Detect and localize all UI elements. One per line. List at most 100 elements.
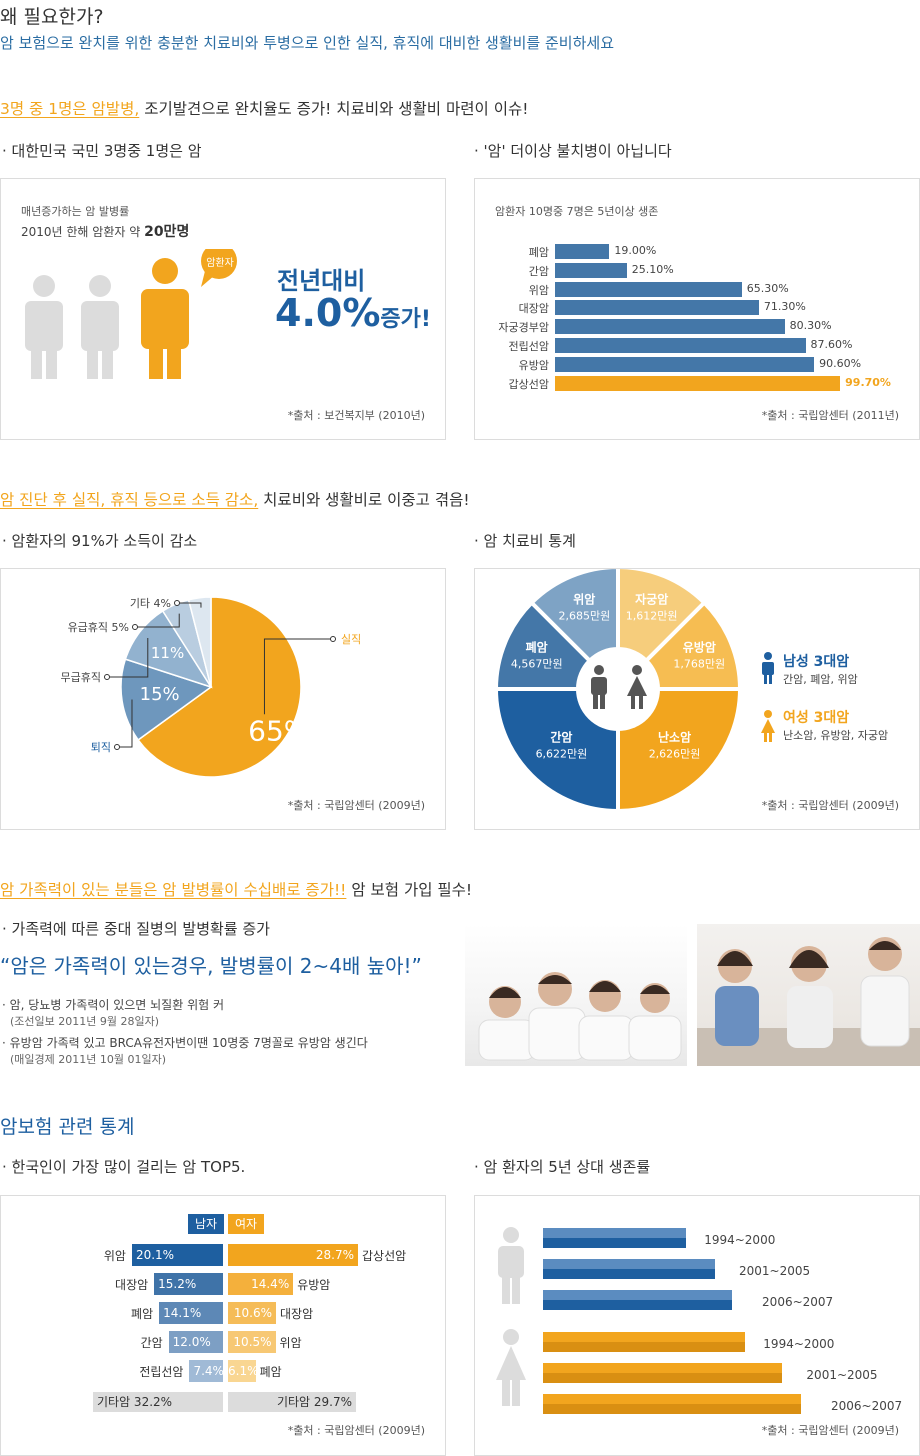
top5-male-bar: 14.1%	[159, 1302, 223, 1324]
survival-period-label: 2001~2005	[739, 1264, 811, 1278]
top5-female-bar: 10.6%	[228, 1302, 276, 1324]
income-source: *출처 : 국립암센터 (2009년)	[287, 799, 425, 812]
cost-segment-name: 유방암	[683, 639, 716, 654]
cost-segment-value: 2,685만원	[558, 610, 610, 623]
top5-bar-chart: 위암 20.1% 대장암 15.2% 폐암 14.1% 간암 12.0% 전립선암 7.4% 28.…	[1, 1196, 447, 1426]
section2-right-bullet: · 암 치료비 통계	[474, 532, 576, 550]
income-legend-label: 퇴직	[91, 741, 111, 754]
top5-female-bar: 10.5%	[228, 1331, 276, 1353]
top5-bullet: · 한국인이 가장 많이 걸리는 암 TOP5.	[2, 1158, 246, 1176]
female-other-bar: 기타암 29.7%	[228, 1392, 356, 1412]
female-survival-bar	[543, 1332, 746, 1352]
patient-person-icon	[141, 258, 189, 379]
incidence-caption-text: 2010년 한해 암환자 약	[21, 225, 145, 239]
income-callout-dot	[330, 636, 336, 642]
incidence-panel: 매년증가하는 암 발병률 2010년 한해 암환자 약 20만명 암환자 전년대…	[0, 178, 446, 440]
income-callout-line	[117, 699, 133, 748]
income-panel: 65% 15% 11% 실직 퇴직 무급휴직 유급휴직 5% 기타 4% *출처 : 국립암센…	[0, 568, 446, 830]
page-title: 왜 필요한가?	[0, 6, 104, 28]
five-year-bullet: · 암 환자의 5년 상대 생존률	[474, 1158, 651, 1176]
cost-segment-name: 간암	[550, 730, 572, 745]
survival-value-label: 90.60%	[819, 356, 862, 370]
section2-heading: 암 진단 후 실직, 휴직 등으로 소득 감소, 치료비와 생활비로 이중고 겪…	[0, 488, 470, 510]
cost-segment-value: 4,567만원	[511, 657, 563, 670]
section3-highlight: 암 가족력이 있는 분들은 암 발병률이 수십배로 증가!!	[0, 881, 347, 899]
survival-value-label: 25.10%	[631, 262, 674, 276]
five-year-bar-chart: 1994~2000 2001~2005 2006~2007 1994~2000 2001…	[475, 1196, 920, 1426]
survival-period-label: 1994~2000	[763, 1337, 835, 1351]
incidence-caption: 매년증가하는 암 발병률	[21, 205, 130, 218]
survival-bar	[555, 281, 742, 297]
income-callout-line	[177, 602, 202, 608]
cost-segment-value: 6,622만원	[536, 748, 588, 761]
survival-period-label: 2001~2005	[806, 1368, 878, 1382]
top5-male-category: 폐암	[131, 1307, 154, 1321]
family-illustration	[478, 972, 682, 1061]
cost-segment-value: 1,768만원	[673, 657, 725, 670]
top5-male-bar: 7.4%	[189, 1360, 224, 1382]
person-icon	[25, 275, 63, 379]
survival-caption: 암환자 10명중 7명은 5년이상 생존	[495, 205, 659, 218]
survival-value-label: 71.30%	[763, 300, 806, 314]
section1-heading-rest: 조기발견으로 완치율도 증가! 치료비와 생활비 마련이 이슈!	[139, 100, 529, 118]
survival-period-label: 2006~2007	[762, 1295, 834, 1309]
survival-source: *출처 : 국립암센터 (2011년)	[761, 409, 899, 422]
income-slice-label: 65%	[248, 714, 310, 747]
top5-female-category: 폐암	[259, 1365, 282, 1379]
male-icon	[762, 652, 774, 684]
cost-segment-name: 위암	[573, 593, 595, 607]
income-legend-label: 기타 4%	[130, 597, 171, 610]
family-note2-source: (매일경제 2011년 10월 01일자)	[10, 1053, 167, 1066]
survival-category-label: 자궁경부암	[498, 321, 549, 335]
section3-heading-rest: 암 보험 가입 필수!	[346, 881, 473, 899]
family-note1: · 암, 당뇨병 가족력이 있으면 뇌질환 위험 커	[2, 998, 225, 1012]
five-year-source: *출처 : 국립암센터 (2009년)	[761, 1424, 899, 1437]
cost-donut-segment	[616, 569, 708, 664]
female-icon	[761, 710, 775, 742]
section2-heading-rest: 치료비와 생활비로 이중고 겪음!	[258, 491, 470, 509]
male-survival-bar	[543, 1259, 715, 1279]
top5-female-bar: 28.7%	[228, 1244, 358, 1266]
top5-female-category: 갑상선암	[362, 1249, 407, 1263]
male-survival-bar	[543, 1290, 733, 1310]
cost-segment-value: 1,612만원	[626, 610, 678, 623]
income-callout-dot	[132, 624, 138, 630]
family-note1-source: (조선일보 2011년 9월 28일자)	[10, 1015, 160, 1028]
survival-bar	[555, 338, 806, 353]
income-legend-label: 유급휴직 5%	[68, 621, 129, 634]
cost-panel: 폐암 4,567만원 위암 2,685만원 자궁암 1,612만원 유방암 1,768만원 난소…	[474, 568, 920, 830]
survival-value-label: 19.00%	[614, 244, 657, 257]
statistics-title: 암보험 관련 통계	[0, 1116, 135, 1138]
top5-male-category: 전립선암	[139, 1365, 184, 1379]
top5-male-category: 대장암	[115, 1278, 149, 1292]
people-icon-group	[25, 249, 237, 379]
female-figure-icon	[627, 665, 647, 709]
female-silhouette-icon	[496, 1329, 526, 1406]
top5-male-category: 위암	[103, 1249, 126, 1263]
survival-value-label: 87.60%	[810, 338, 853, 351]
survival-category-label: 유방암	[518, 358, 549, 372]
increase-line1: 전년대비	[277, 267, 366, 295]
income-legend-label: 실직	[341, 633, 361, 646]
top5-male-bar: 15.2%	[154, 1273, 223, 1295]
speech-bubble-icon	[201, 249, 237, 287]
survival-bar-chart: 폐암 19.00% 간암 25.10% 위암 65.30% 대장암 71.30% 자궁경부암 80…	[475, 179, 920, 409]
income-callout-line	[135, 613, 180, 628]
person-icon	[81, 275, 119, 379]
top5-female-bar: 14.4%	[228, 1273, 294, 1295]
female-top3-title: 여성 3대암	[783, 710, 850, 726]
increase-word: 증가!	[380, 307, 431, 332]
top5-female-category: 유방암	[297, 1278, 331, 1292]
top5-male-bar: 12.0%	[168, 1331, 223, 1353]
survival-category-label: 위암	[528, 283, 549, 297]
section1-right-bullet: · '암' 더이상 불치병이 아닙니다	[474, 142, 672, 160]
cost-segment-name: 폐암	[526, 639, 548, 654]
survival-panel: 암환자 10명중 7명은 5년이상 생존 폐암 19.00% 간암 25.10% 위암 6…	[474, 178, 920, 440]
survival-bar	[555, 244, 610, 259]
survival-value-label: 65.30%	[746, 281, 789, 295]
incidence-source: *출처 : 보건복지부 (2010년)	[287, 409, 425, 422]
survival-value-label: 80.30%	[789, 319, 832, 333]
top5-female-category: 위암	[279, 1336, 302, 1350]
